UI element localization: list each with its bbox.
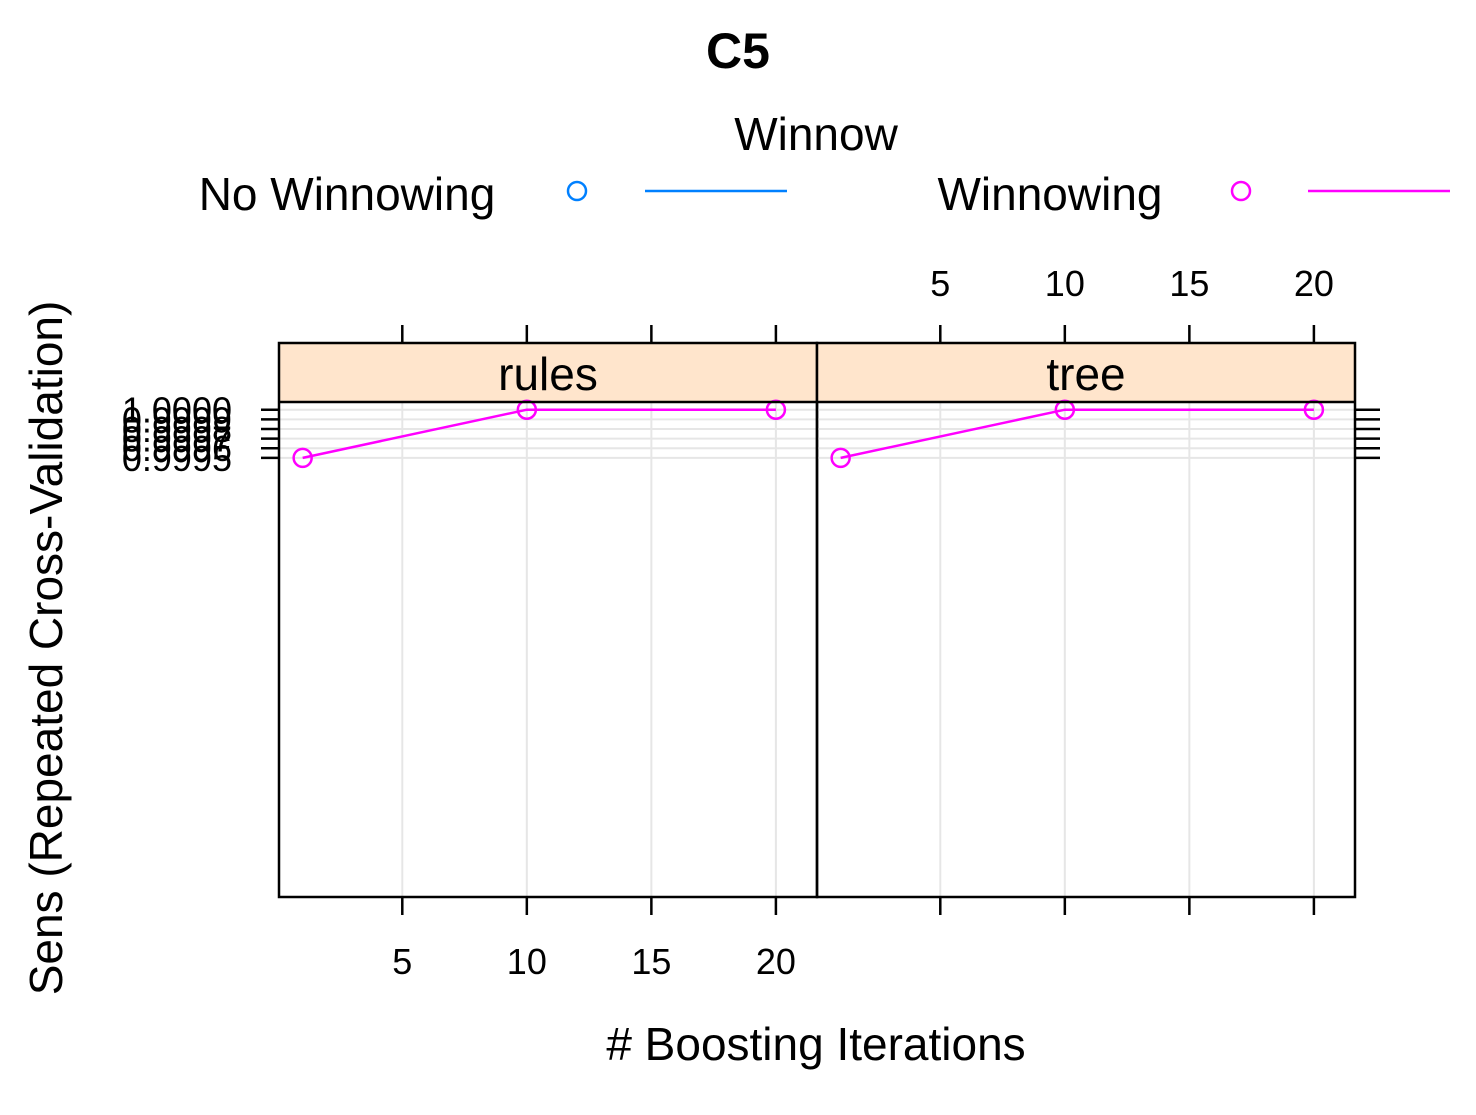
series-line-winnowing (840, 408, 1314, 460)
y-tick-label: 0.9997 (122, 419, 232, 460)
y-tick-label: 1.0000 (122, 390, 232, 431)
y-tick-label: 0.9999 (122, 399, 232, 440)
x-tick-label: 5 (930, 263, 950, 304)
strip-label-rules: rules (498, 348, 598, 400)
chart-title: C5 (706, 23, 770, 79)
data-point (516, 399, 538, 420)
data-point (292, 447, 313, 469)
legend-title: Winnow (734, 108, 898, 160)
x-tick-label: 5 (392, 941, 412, 982)
data-point (1054, 399, 1076, 420)
strip-label-tree: tree (1046, 348, 1125, 400)
legend-label-winnowing: Winnowing (938, 168, 1163, 220)
data-point (765, 399, 787, 420)
x-axis-label: # Boosting Iterations (606, 1018, 1025, 1070)
legend-marker-winnowing (1230, 180, 1252, 202)
legend: Winnow No Winnowing Winnowing (199, 108, 1450, 220)
strip-rules (279, 343, 817, 402)
data-point (1303, 399, 1325, 420)
panels-layer: rules 5 10 15 20 0.99950.99960.99970.99980.99… (122, 263, 1380, 982)
legend-marker-no-winnowing (566, 180, 588, 202)
data-point (830, 447, 851, 469)
x-tick-label: 15 (1169, 263, 1209, 304)
x-tick-label: 20 (756, 941, 796, 982)
y-tick-label: 0.9996 (122, 428, 232, 469)
strip-tree (817, 343, 1355, 402)
x-tick-label: 20 (1294, 263, 1334, 304)
legend-label-no-winnowing: No Winnowing (199, 168, 496, 220)
y-axis-label: Sens (Repeated Cross-Validation) (20, 301, 72, 996)
panel-tree: tree 5 10 15 20 (815, 263, 1380, 915)
y-tick-label: 0.9998 (122, 409, 232, 450)
series-line-winnowing (302, 408, 776, 460)
panel-frame (815, 341, 1357, 899)
y-tick-label: 0.9995 (122, 438, 232, 479)
panel-rules: rules 5 10 15 20 0.99950.99960.99970.99980.99… (122, 325, 819, 982)
x-tick-label: 15 (631, 941, 671, 982)
panel-frame (277, 341, 819, 899)
x-tick-label: 10 (507, 941, 547, 982)
x-tick-label: 10 (1045, 263, 1085, 304)
